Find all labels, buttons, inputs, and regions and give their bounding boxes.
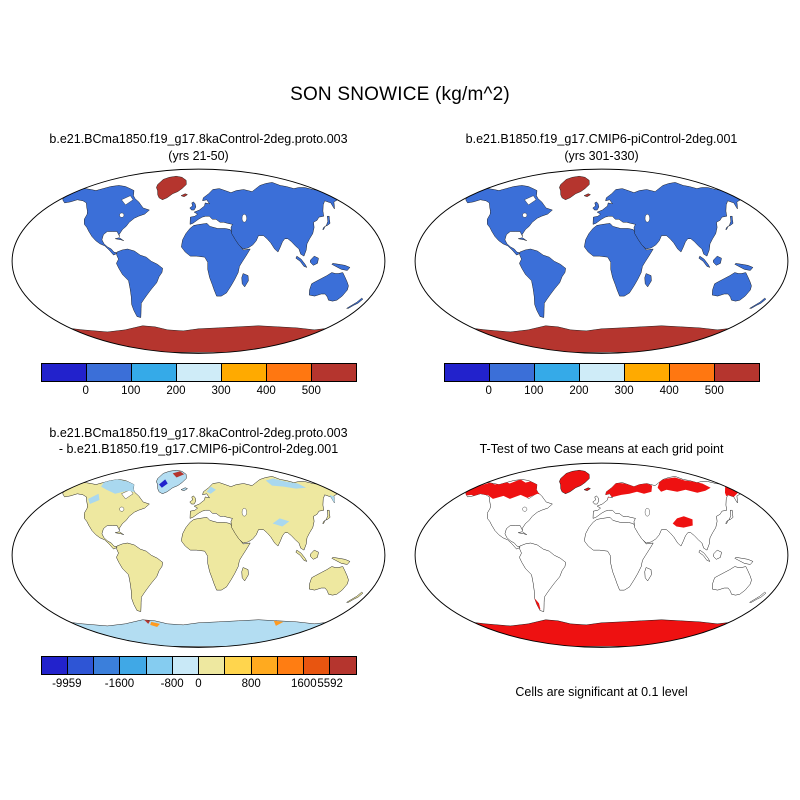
figure-title: SON SNOWICE (kg/m^2): [290, 84, 510, 105]
panel-diff-title: b.e21.BCma1850.f19_g17.8kaControl-2deg.p…: [10, 424, 387, 458]
colorbar-segment: [534, 363, 580, 381]
colorbar-segment: [669, 363, 715, 381]
colorbar-tick-label: 300: [211, 384, 231, 397]
world-map-diff: [10, 461, 387, 652]
colorbar-segment: [311, 363, 356, 381]
panel-case1-title-line2: (yrs 21-50): [168, 148, 229, 163]
map-frame: [11, 168, 386, 354]
colorbar-segment: [330, 657, 356, 675]
colorbar-tick-label: 400: [659, 384, 679, 397]
colorbar-segment: [579, 363, 625, 381]
colorbar-tick-label: 400: [256, 384, 276, 397]
world-map-svg: [11, 168, 386, 354]
panel-case1-title: b.e21.BCma1850.f19_g17.8kaControl-2deg.p…: [10, 130, 387, 164]
panel-case2-title-line1: b.e21.B1850.f19_g17.CMIP6-piControl-2deg…: [465, 132, 738, 146]
colorbar-segment: [251, 657, 278, 675]
colorbar-ticks: 0 100 200 300 400 500: [444, 382, 760, 398]
colorbar-segment: [172, 657, 199, 675]
panel-case2: b.e21.B1850.f19_g17.CMIP6-piControl-2deg…: [413, 130, 790, 398]
map-content: [55, 469, 364, 647]
world-map-case2: [413, 167, 790, 358]
panel-case2-title-line2: (yrs 301-330): [564, 148, 639, 163]
colorbar-segment: [146, 657, 173, 675]
panel-diff-title-line2: - b.e21.B1850.f19_g17.CMIP6-piControl-2d…: [58, 442, 339, 457]
colorbar-segment: [41, 363, 87, 381]
panel-case1: b.e21.BCma1850.f19_g17.8kaControl-2deg.p…: [10, 130, 387, 398]
world-map-case1: [10, 167, 387, 358]
colorbar-tick-label: -9959: [52, 678, 82, 691]
colorbar-tick-label: 800: [241, 678, 261, 691]
colorbar-tick-label: 100: [121, 384, 141, 397]
colorbar-segment: [94, 657, 121, 675]
colorbar-segment: [221, 363, 267, 381]
figure: SON SNOWICE (kg/m^2) b.e21.BCma1850.f19_…: [0, 84, 800, 699]
colorbar-tick-label: 200: [569, 384, 589, 397]
colorbar-segment: [41, 657, 68, 675]
colorbar-segment: [225, 657, 252, 675]
colorbar-ticks: 0 100 200 300 400 500: [41, 382, 357, 398]
ttest-caption: Cells are significant at 0.1 level: [515, 685, 688, 700]
colorbar-segment: [714, 363, 759, 381]
colorbar-tick-label: 500: [704, 384, 724, 397]
panel-ttest-title-line1: T-Test of two Case means at each grid po…: [479, 442, 724, 457]
panel-diff: b.e21.BCma1850.f19_g17.8kaControl-2deg.p…: [10, 424, 387, 700]
colorbar-tick-label: 0: [82, 384, 89, 397]
colorbar-case2: 0 100 200 300 400 500: [443, 362, 760, 398]
colorbar-tick-label: -1600: [104, 678, 135, 691]
colorbar-diff: -9959 -1600 -800 0 800 1600 5592: [40, 656, 357, 691]
colorbar-segment: [444, 363, 490, 381]
colorbar-tick-label: -800: [160, 678, 184, 691]
panel-grid: b.e21.BCma1850.f19_g17.8kaControl-2deg.p…: [0, 130, 800, 699]
panel-case2-title: b.e21.B1850.f19_g17.CMIP6-piControl-2deg…: [413, 130, 790, 164]
colorbar-tick-label: 100: [524, 384, 544, 397]
colorbar-segment: [131, 363, 177, 381]
colorbar-segment: [304, 657, 331, 675]
world-map-svg: [414, 462, 789, 648]
colorbar-segment: [86, 363, 132, 381]
map-content: [458, 175, 767, 353]
world-map-ttest: [413, 461, 790, 652]
colorbar: [40, 656, 357, 676]
colorbar: [40, 362, 357, 382]
panel-diff-title-line1: b.e21.BCma1850.f19_g17.8kaControl-2deg.p…: [49, 425, 348, 440]
map-frame: [414, 168, 789, 354]
colorbar-segment: [199, 657, 226, 675]
colorbar-case1: 0 100 200 300 400 500: [40, 362, 357, 398]
colorbar-tick-label: 0: [195, 678, 202, 691]
world-map-svg: [414, 168, 789, 354]
colorbar-tick-label: 0: [485, 384, 492, 397]
map-frame: [414, 462, 789, 648]
world-map-svg: [11, 462, 386, 648]
colorbar-tick-label: 1600: [291, 678, 317, 691]
colorbar-segment: [176, 363, 222, 381]
map-content: [55, 175, 364, 353]
panel-ttest-title: T-Test of two Case means at each grid po…: [413, 424, 790, 458]
colorbar-segment: [277, 657, 304, 675]
colorbar-tick-label: 500: [301, 384, 321, 397]
colorbar-segment: [120, 657, 147, 675]
colorbar-tick-label: 200: [166, 384, 186, 397]
colorbar-tick-label: 5592: [317, 678, 343, 691]
map-frame: [11, 462, 386, 648]
panel-ttest: T-Test of two Case means at each grid po…: [413, 424, 790, 700]
colorbar-tick-label: 300: [614, 384, 634, 397]
colorbar-segment: [266, 363, 312, 381]
colorbar-ticks: -9959 -1600 -800 0 800 1600 5592: [41, 675, 357, 691]
map-content: [458, 469, 767, 647]
colorbar: [443, 362, 760, 382]
colorbar-segment: [67, 657, 94, 675]
colorbar-segment: [624, 363, 670, 381]
panel-case1-title-line1: b.e21.BCma1850.f19_g17.8kaControl-2deg.p…: [49, 132, 348, 146]
colorbar-segment: [489, 363, 535, 381]
